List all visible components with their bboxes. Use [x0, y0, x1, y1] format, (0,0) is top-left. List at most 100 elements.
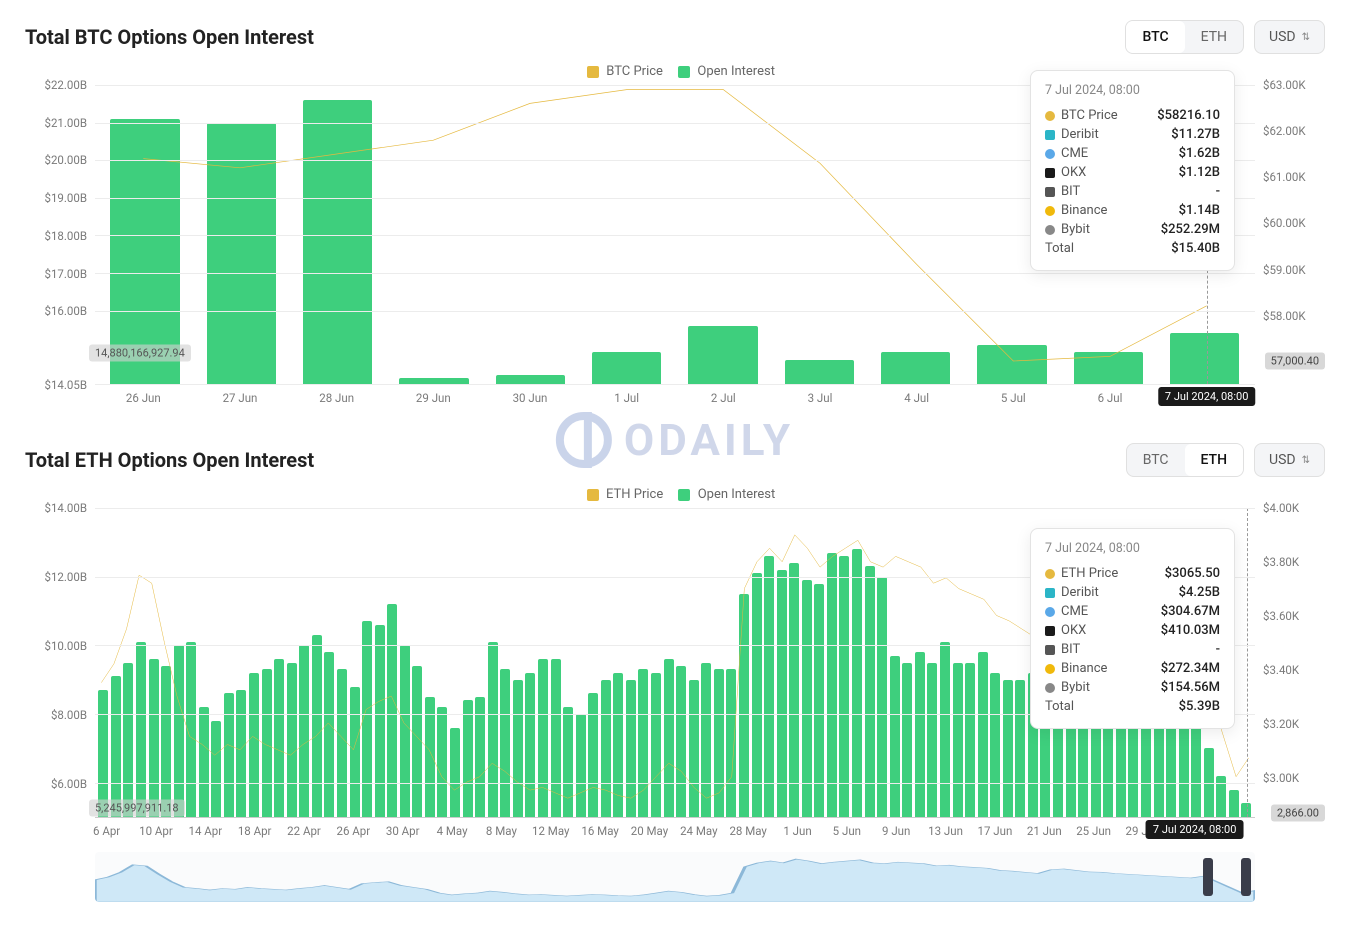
chevron-down-icon: ⇅	[1302, 455, 1310, 466]
tooltip-row: Binance$1.14B	[1045, 201, 1220, 220]
x-axis-tick: 4 Jul	[904, 391, 929, 405]
eth-chart-section: Total ETH Options Open Interest BTC ETH …	[25, 443, 1325, 902]
tooltip-total-label: Total	[1045, 241, 1074, 256]
x-axis-tick: 6 Apr	[93, 824, 120, 838]
legend-label-price: BTC Price	[606, 64, 663, 79]
chart-legend: ETH Price Open Interest	[25, 487, 1325, 502]
x-axis-tick: 1 Jul	[614, 391, 639, 405]
axis-tick: $62.00K	[1263, 124, 1306, 138]
asset-tab-eth[interactable]: ETH	[1185, 21, 1243, 53]
x-axis-tick: 5 Jun	[833, 824, 861, 838]
chart-tooltip: 7 Jul 2024, 08:00 BTC Price$58216.10Deri…	[1030, 70, 1235, 271]
x-axis-tick: 12 May	[532, 824, 569, 838]
legend-label-oi: Open Interest	[697, 64, 775, 79]
x-axis-tick: 8 May	[486, 824, 517, 838]
tooltip-row: CME$1.62B	[1045, 144, 1220, 163]
x-axis-tick: 10 Apr	[139, 824, 173, 838]
axis-tick: $3.00K	[1263, 771, 1299, 785]
x-axis-tick: 6 Jul	[1098, 391, 1123, 405]
x-axis-tick: 21 Jun	[1027, 824, 1062, 838]
legend-swatch-oi	[678, 66, 690, 78]
chart-title: Total ETH Options Open Interest	[25, 448, 314, 472]
asset-tab-btc[interactable]: BTC	[1126, 21, 1184, 53]
legend-label-oi: Open Interest	[698, 487, 776, 502]
y-axis-right: $4.00K$3.80K$3.60K$3.40K$3.20K$3.00K	[1255, 508, 1325, 818]
tooltip-row: Bybit$154.56M	[1045, 678, 1220, 697]
axis-tick: $14.00B	[44, 501, 87, 515]
x-axis-tick: 29 Jun	[416, 391, 451, 405]
currency-select[interactable]: USD ⇅	[1254, 443, 1325, 477]
chart-header: Total ETH Options Open Interest BTC ETH …	[25, 443, 1325, 477]
currency-label: USD	[1269, 452, 1296, 468]
axis-tick: $59.00K	[1263, 263, 1306, 277]
axis-tick: $22.00B	[44, 78, 87, 92]
tooltip-row: OKX$1.12B	[1045, 163, 1220, 182]
x-axis-tick: 20 May	[631, 824, 668, 838]
range-scrollbar[interactable]	[95, 852, 1255, 902]
hover-marker	[1247, 508, 1248, 817]
x-axis-tick: 14 Apr	[188, 824, 222, 838]
axis-tick: $61.00K	[1263, 170, 1306, 184]
tooltip-date: 7 Jul 2024, 08:00	[1045, 541, 1220, 556]
chart-header: Total BTC Options Open Interest BTC ETH …	[25, 20, 1325, 54]
axis-tick: $8.00B	[51, 708, 87, 722]
tooltip-date: 7 Jul 2024, 08:00	[1045, 83, 1220, 98]
axis-tick: $14.05B	[44, 378, 87, 392]
x-axis-tick: 4 May	[437, 824, 468, 838]
currency-label: USD	[1269, 29, 1296, 45]
y-axis-left: $22.00B$21.00B$20.00B$19.00B$18.00B$17.0…	[25, 85, 95, 385]
x-axis-tick: 5 Jul	[1001, 391, 1026, 405]
legend-swatch-price	[587, 66, 599, 78]
y-axis-right: $63.00K$62.00K$61.00K$60.00K$59.00K$58.0…	[1255, 85, 1325, 385]
legend-swatch-price	[587, 489, 599, 501]
axis-tick: $3.60K	[1263, 609, 1299, 623]
range-handle-right[interactable]	[1241, 858, 1251, 896]
x-axis-tick: 13 Jun	[928, 824, 963, 838]
chevron-down-icon: ⇅	[1302, 32, 1310, 43]
tooltip-row: BIT-	[1045, 640, 1220, 659]
x-axis-tick: 24 May	[680, 824, 717, 838]
axis-tick: $10.00B	[44, 639, 87, 653]
axis-tick: $19.00B	[44, 191, 87, 205]
btc-chart-section: Total BTC Options Open Interest BTC ETH …	[25, 20, 1325, 413]
axis-tick: $18.00B	[44, 229, 87, 243]
legend-label-price: ETH Price	[606, 487, 663, 502]
axis-tick: $3.20K	[1263, 717, 1299, 731]
range-handle-left[interactable]	[1203, 858, 1213, 896]
left-axis-badge: 14,880,166,927.94	[89, 344, 191, 361]
axis-tick: $21.00B	[44, 116, 87, 130]
tooltip-row: Binance$272.34M	[1045, 659, 1220, 678]
axis-tick: $63.00K	[1263, 78, 1306, 92]
x-axis-tick-highlight: 7 Jul 2024, 08:00	[1146, 820, 1243, 839]
tooltip-total-value: $15.40B	[1171, 241, 1220, 256]
currency-select[interactable]: USD ⇅	[1254, 20, 1325, 54]
x-axis-tick: 16 May	[581, 824, 618, 838]
x-axis-tick: 30 Apr	[386, 824, 420, 838]
axis-tick: $17.00B	[44, 267, 87, 281]
x-axis-tick: 27 Jun	[223, 391, 258, 405]
axis-tick: $16.00B	[44, 304, 87, 318]
tooltip-row: Bybit$252.29M	[1045, 220, 1220, 239]
legend-swatch-oi	[678, 489, 690, 501]
asset-tab-eth[interactable]: ETH	[1185, 444, 1244, 476]
x-axis-tick: 28 May	[729, 824, 766, 838]
x-axis-tick: 25 Jun	[1076, 824, 1111, 838]
x-axis-tick: 3 Jul	[808, 391, 833, 405]
axis-tick: $60.00K	[1263, 216, 1306, 230]
chart-title: Total BTC Options Open Interest	[25, 25, 314, 49]
asset-tab-btc[interactable]: BTC	[1127, 444, 1185, 476]
asset-toggle: BTC ETH	[1125, 20, 1244, 54]
tooltip-row: BTC Price$58216.10	[1045, 106, 1220, 125]
x-axis-tick: 26 Apr	[337, 824, 371, 838]
axis-tick: $3.80K	[1263, 555, 1299, 569]
left-axis-badge: 5,245,997,911.18	[89, 800, 185, 817]
x-axis: 26 Jun27 Jun28 Jun29 Jun30 Jun1 Jul2 Jul…	[95, 385, 1255, 413]
asset-toggle: BTC ETH	[1126, 443, 1244, 477]
axis-tick: $3.40K	[1263, 663, 1299, 677]
x-axis-tick: 28 Jun	[319, 391, 354, 405]
chart-controls: BTC ETH USD ⇅	[1125, 20, 1325, 54]
tooltip-row: OKX$410.03M	[1045, 621, 1220, 640]
x-axis-tick: 9 Jun	[882, 824, 910, 838]
tooltip-row: ETH Price$3065.50	[1045, 564, 1220, 583]
tooltip-total-label: Total	[1045, 699, 1074, 714]
